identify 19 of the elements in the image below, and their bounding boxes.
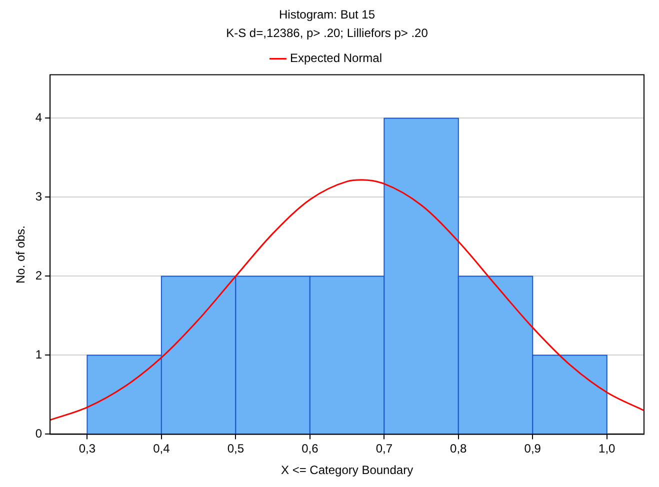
y-tick-label: 1 [35, 348, 42, 362]
y-tick-label: 4 [35, 110, 42, 125]
x-tick-label: 0,7 [376, 442, 393, 456]
x-tick-label: 0,3 [78, 442, 96, 456]
x-axis-title: X <= Category Boundary [280, 463, 414, 478]
y-axis-title: No. of obs. [14, 225, 28, 284]
x-tick-label: 0,8 [450, 442, 468, 456]
chart-subtitle: K-S d=,12386, p> .20; Lilliefors p> .20 [226, 26, 428, 40]
legend-label: Expected Normal [290, 51, 382, 66]
y-tick-label: 2 [35, 268, 42, 283]
x-tick-label: 0,5 [227, 442, 244, 456]
chart-title: Histogram: But 15 [278, 8, 376, 22]
line-series [50, 179, 644, 421]
y-tick-label: 0 [35, 426, 42, 441]
x-tick-label: 0,9 [524, 442, 542, 456]
x-tick-label: 0,4 [153, 442, 170, 456]
x-tick-label: 1,0 [598, 442, 616, 456]
x-tick-label: 0,6 [302, 442, 319, 456]
y-tick-label: 3 [35, 190, 42, 204]
